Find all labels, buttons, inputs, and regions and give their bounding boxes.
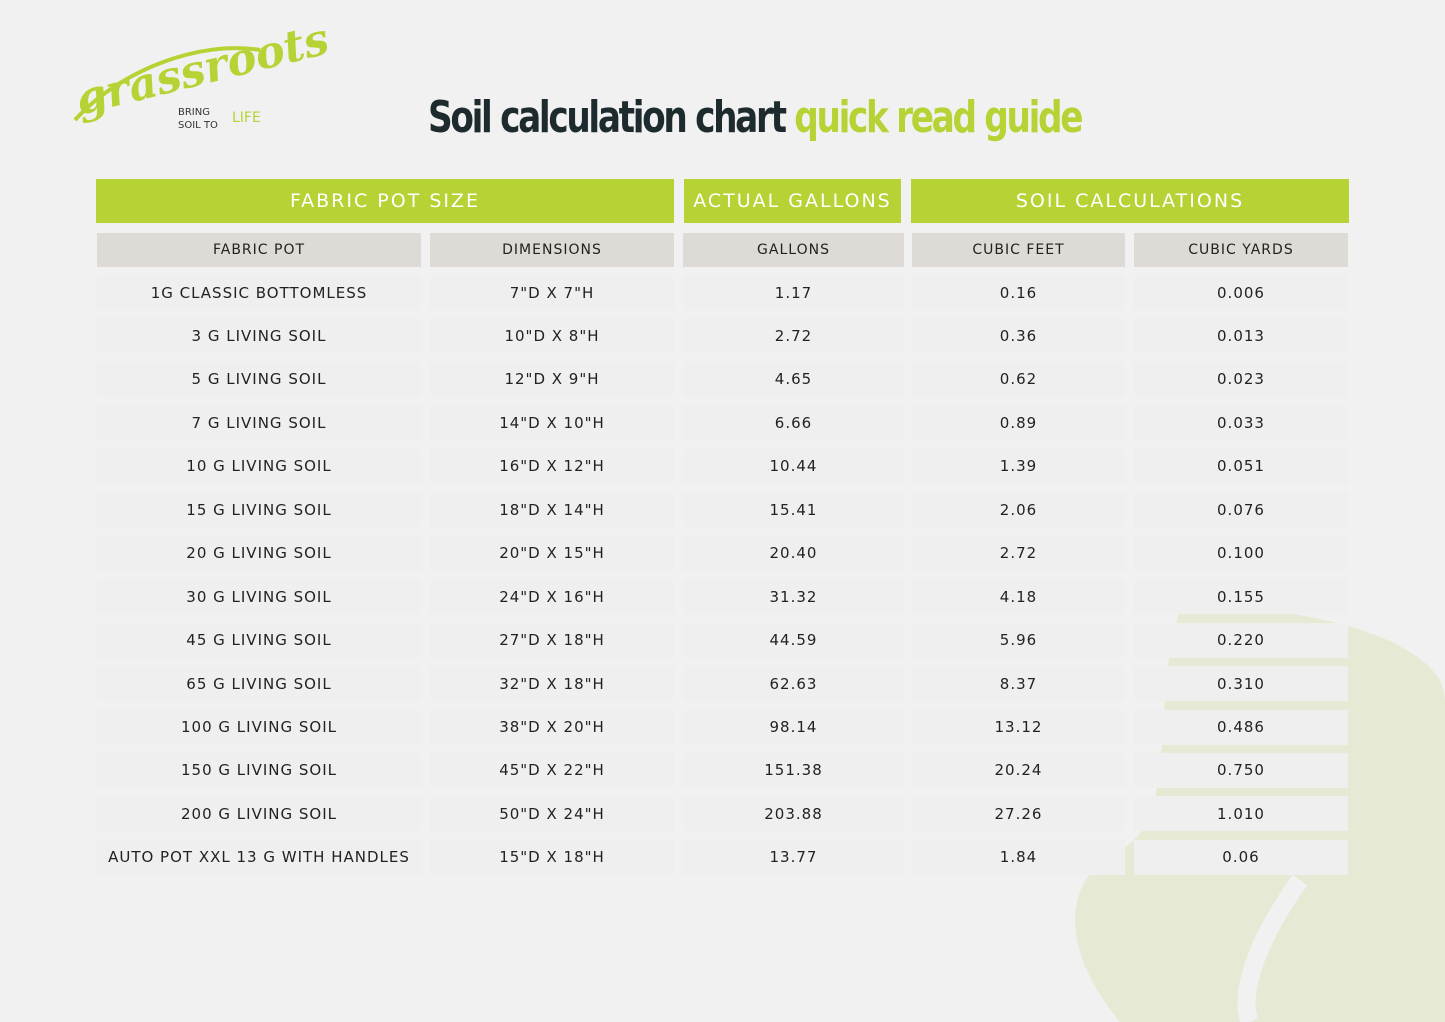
table-cell: 0.486 bbox=[1134, 709, 1348, 745]
table-cell: 32"D X 18"H bbox=[430, 666, 674, 702]
table-cell: 31.32 bbox=[683, 579, 904, 615]
table-cell: 0.06 bbox=[1134, 839, 1348, 875]
group-header: FABRIC POT SIZE bbox=[96, 179, 674, 223]
table-cell: 10.44 bbox=[683, 448, 904, 484]
table-cell: 62.63 bbox=[683, 666, 904, 702]
table-cell: 151.38 bbox=[683, 752, 904, 788]
table-cell: 8.37 bbox=[912, 666, 1125, 702]
table-cell: 1.39 bbox=[912, 448, 1125, 484]
group-header: SOIL CALCULATIONS bbox=[911, 179, 1349, 223]
table-cell: 18"D X 14"H bbox=[430, 492, 674, 528]
column-header: CUBIC FEET bbox=[912, 233, 1125, 267]
table-cell: 0.89 bbox=[912, 405, 1125, 441]
table-cell: 45 G LIVING SOIL bbox=[97, 622, 421, 658]
table-cell: 0.750 bbox=[1134, 752, 1348, 788]
table-cell: 10 G LIVING SOIL bbox=[97, 448, 421, 484]
table-cell: 20.24 bbox=[912, 752, 1125, 788]
title-highlight: quick read guide bbox=[794, 92, 1083, 143]
table-cell: 0.220 bbox=[1134, 622, 1348, 658]
table-cell: 20.40 bbox=[683, 535, 904, 571]
table-cell: 10"D X 8"H bbox=[430, 318, 674, 354]
table-cell: 44.59 bbox=[683, 622, 904, 658]
table-cell: 13.12 bbox=[912, 709, 1125, 745]
table-cell: 4.65 bbox=[683, 361, 904, 397]
table-cell: 12"D X 9"H bbox=[430, 361, 674, 397]
table-cell: 0.076 bbox=[1134, 492, 1348, 528]
table-cell: 0.051 bbox=[1134, 448, 1348, 484]
table-cell: 65 G LIVING SOIL bbox=[97, 666, 421, 702]
table-cell: 0.310 bbox=[1134, 666, 1348, 702]
table-cell: 20"D X 15"H bbox=[430, 535, 674, 571]
table-cell: 45"D X 22"H bbox=[430, 752, 674, 788]
column-header: GALLONS bbox=[683, 233, 904, 267]
table-cell: 15.41 bbox=[683, 492, 904, 528]
table-cell: 15 G LIVING SOIL bbox=[97, 492, 421, 528]
table-cell: 100 G LIVING SOIL bbox=[97, 709, 421, 745]
table-cell: 4.18 bbox=[912, 579, 1125, 615]
table-cell: 30 G LIVING SOIL bbox=[97, 579, 421, 615]
table-cell: 1G CLASSIC BOTTOMLESS bbox=[97, 275, 421, 310]
table-cell: 1.17 bbox=[683, 275, 904, 310]
table-cell: 7"D X 7"H bbox=[430, 275, 674, 310]
table-cell: 200 G LIVING SOIL bbox=[97, 796, 421, 832]
table-cell: 150 G LIVING SOIL bbox=[97, 752, 421, 788]
logo-tagline: SOIL TO bbox=[178, 120, 218, 131]
table-cell: 3 G LIVING SOIL bbox=[97, 318, 421, 354]
table-cell: 0.006 bbox=[1134, 275, 1348, 310]
table-cell: 50"D X 24"H bbox=[430, 796, 674, 832]
table-cell: 13.77 bbox=[683, 839, 904, 875]
table-cell: 0.16 bbox=[912, 275, 1125, 310]
table-cell: 0.023 bbox=[1134, 361, 1348, 397]
table-cell: 24"D X 16"H bbox=[430, 579, 674, 615]
table-cell: 2.72 bbox=[683, 318, 904, 354]
column-header: FABRIC POT bbox=[97, 233, 421, 267]
table-cell: 27"D X 18"H bbox=[430, 622, 674, 658]
title-main: Soil calculation chart bbox=[428, 92, 787, 143]
table-cell: AUTO POT XXL 13 G WITH HANDLES bbox=[97, 839, 421, 875]
table-cell: 7 G LIVING SOIL bbox=[97, 405, 421, 441]
group-header: ACTUAL GALLONS bbox=[684, 179, 901, 223]
table-cell: 14"D X 10"H bbox=[430, 405, 674, 441]
table-cell: 5 G LIVING SOIL bbox=[97, 361, 421, 397]
table-cell: 27.26 bbox=[912, 796, 1125, 832]
table-cell: 0.013 bbox=[1134, 318, 1348, 354]
table-cell: 2.06 bbox=[912, 492, 1125, 528]
table-cell: 38"D X 20"H bbox=[430, 709, 674, 745]
table-cell: 0.033 bbox=[1134, 405, 1348, 441]
table-cell: 0.100 bbox=[1134, 535, 1348, 571]
table-cell: 15"D X 18"H bbox=[430, 839, 674, 875]
column-header: CUBIC YARDS bbox=[1134, 233, 1348, 267]
table-cell: 1.84 bbox=[912, 839, 1125, 875]
column-header: DIMENSIONS bbox=[430, 233, 674, 267]
table-cell: 5.96 bbox=[912, 622, 1125, 658]
table-cell: 0.36 bbox=[912, 318, 1125, 354]
table-cell: 16"D X 12"H bbox=[430, 448, 674, 484]
title: Soil calculation chart quick read guide bbox=[428, 92, 1084, 143]
logo-tagline: LIFE bbox=[232, 110, 261, 126]
leaf-vein bbox=[1237, 874, 1308, 1022]
logo-swoosh bbox=[73, 46, 261, 122]
table-cell: 98.14 bbox=[683, 709, 904, 745]
table-cell: 1.010 bbox=[1134, 796, 1348, 832]
table-cell: 0.155 bbox=[1134, 579, 1348, 615]
table-cell: 20 G LIVING SOIL bbox=[97, 535, 421, 571]
table-cell: 203.88 bbox=[683, 796, 904, 832]
table-cell: 2.72 bbox=[912, 535, 1125, 571]
table-cell: 0.62 bbox=[912, 361, 1125, 397]
logo-tagline: BRING bbox=[178, 107, 210, 118]
table-cell: 6.66 bbox=[683, 405, 904, 441]
